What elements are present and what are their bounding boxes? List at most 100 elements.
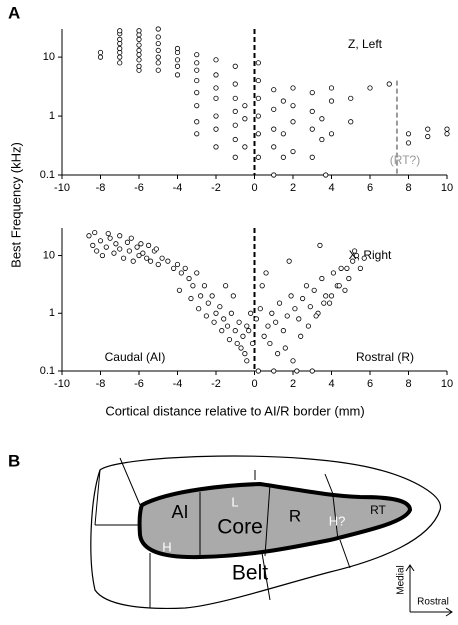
annotation: X, Right [349,248,392,262]
area-label: R [289,506,301,525]
x-tick-label: 4 [328,182,334,194]
x-tick-label: -8 [96,182,106,194]
x-tick-label: 8 [405,378,411,390]
data-point [232,122,238,128]
data-point [226,336,233,343]
data-point [234,340,240,347]
annotation: (RT?) [390,153,420,167]
data-point [244,358,250,364]
data-point [174,45,181,52]
data-point [196,306,202,312]
data-point [255,154,261,160]
data-point [103,244,109,250]
data-point [238,345,244,351]
data-point [271,368,277,374]
data-point [328,131,335,137]
data-point [323,172,329,178]
data-point [94,248,100,254]
data-point [236,319,242,325]
data-point [271,126,277,132]
gradient-label: L [231,494,238,509]
data-point [219,328,225,334]
belt-divisions [94,457,351,608]
x-tick-label: 10 [441,182,453,194]
data-point [319,136,325,143]
data-point [284,313,290,319]
x-tick-label: 8 [405,182,411,194]
gradient-label: H? [329,513,346,528]
data-point [444,126,450,132]
data-point [136,28,142,34]
x-tick-label: -6 [134,182,144,194]
data-point [194,60,200,66]
data-point [290,85,296,91]
data-point [242,103,248,109]
data-point [271,106,277,112]
data-point [232,136,238,143]
data-point [174,57,181,63]
x-tick-label: -2 [211,378,221,390]
data-point [117,233,123,239]
data-point [344,265,350,271]
data-point [232,154,238,160]
data-point [194,77,200,84]
x-tick-label: -6 [134,378,144,390]
data-point [117,60,123,66]
data-point [290,148,296,155]
data-point [425,126,431,132]
data-point [117,246,123,252]
data-point [323,293,329,299]
data-point [194,270,200,276]
orientation-label: Medial [396,565,407,594]
data-point [113,241,119,247]
diagram: AI Core R L H H? RT Belt Medial Rostral [90,455,453,617]
data-point [117,40,123,47]
data-point [126,248,132,254]
data-point [232,108,238,114]
data-point [328,98,335,104]
data-point [190,283,196,289]
data-point [248,310,254,316]
data-point [209,293,215,299]
data-point [255,77,261,84]
data-point [90,242,96,248]
y-tick-label: 1 [49,110,55,122]
data-point [194,67,200,73]
data-point [194,52,200,58]
data-point [194,119,200,125]
data-point [171,265,177,271]
data-point [292,306,298,312]
data-point [117,54,123,60]
area-label: RT [370,503,386,517]
data-point [298,333,304,339]
data-point [224,323,231,329]
data-point [144,255,150,261]
x-tick-label: -8 [96,378,106,390]
data-point [136,252,142,259]
data-point [282,345,288,351]
data-point [107,235,113,241]
data-point [140,250,146,256]
data-point [246,328,252,334]
data-point [232,81,238,87]
data-point [319,275,325,282]
data-point [138,241,144,247]
data-point [213,126,219,132]
data-point [155,47,161,54]
data-point [269,310,275,316]
data-point [240,333,246,339]
data-point [271,144,277,150]
data-point [328,293,335,299]
data-point [307,304,313,310]
annotation: Z, Left [348,37,383,51]
data-point [174,63,181,69]
data-point [146,242,152,248]
data-point [274,351,281,357]
data-point [105,230,111,237]
data-point [267,340,273,347]
data-point [213,95,219,101]
data-point [155,34,161,40]
data-point [155,261,161,268]
annotation: Rostral (R) [356,350,414,364]
